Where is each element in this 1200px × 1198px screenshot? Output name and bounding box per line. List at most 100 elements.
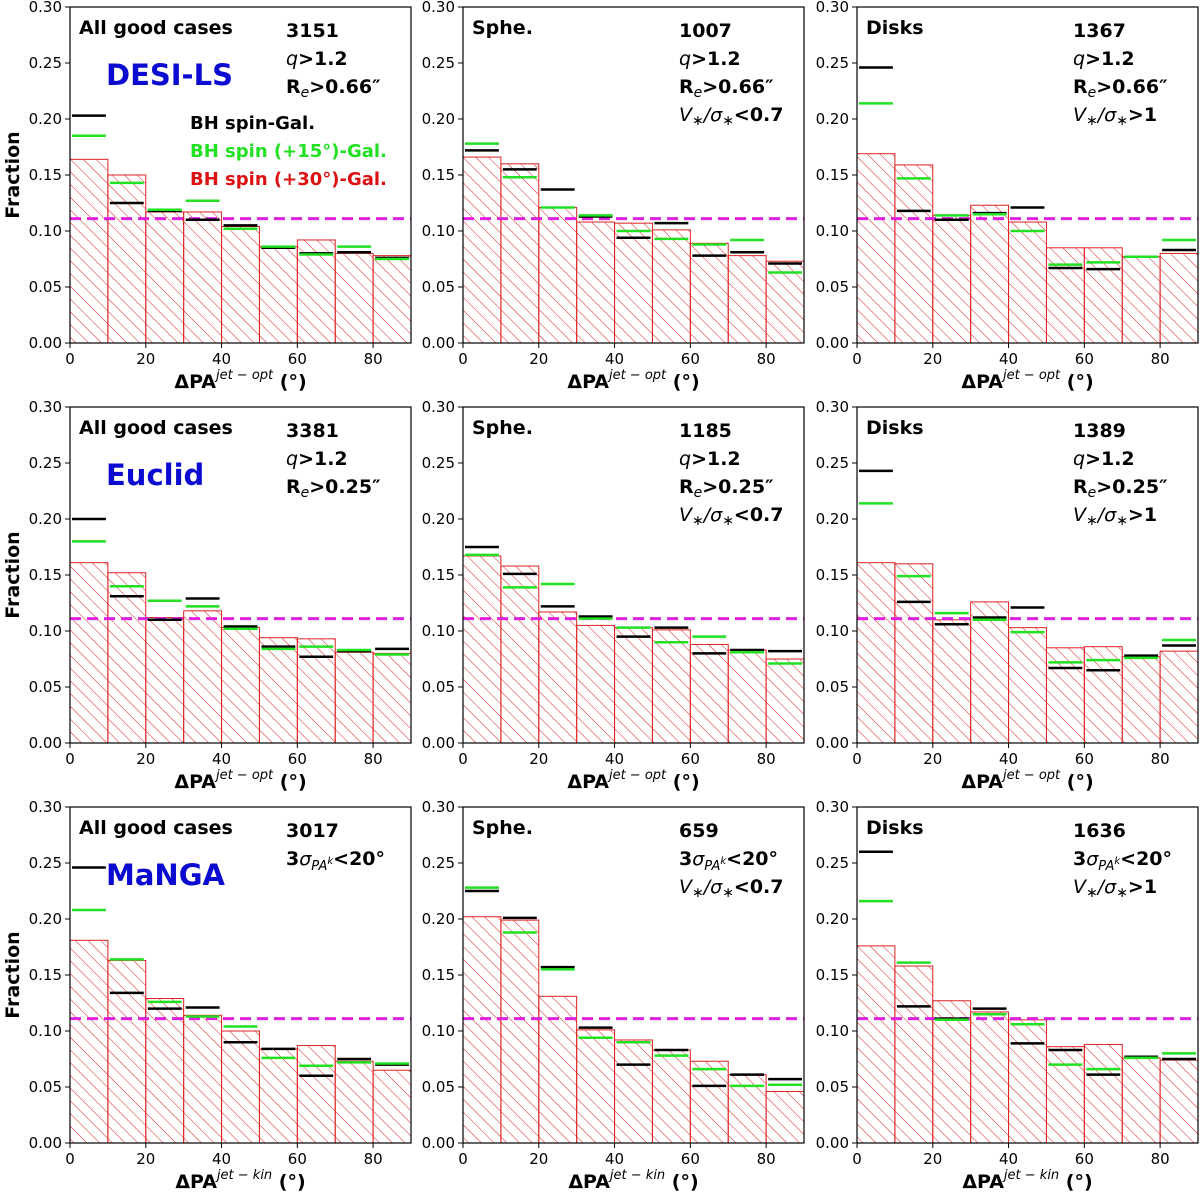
hist-bar-8 [372,652,412,744]
y-tick-label: 0.15 [29,166,62,184]
criterion-1: V∗/σ∗>1 [1073,876,1157,901]
x-tick-label: 80 [1151,1150,1170,1168]
y-tick-label: 0.05 [816,278,849,296]
y-tick-label: 0.05 [422,1078,455,1096]
hist-bar-7 [334,1060,374,1144]
y-tick-label: 0.15 [816,566,849,584]
hist-bar-3 [576,1029,616,1144]
sample-count: 3381 [286,420,339,442]
hist-bar-0 [69,158,109,344]
y-tick-label: 0.00 [422,734,455,752]
y-tick-label: 0.15 [422,166,455,184]
y-tick-label: 0.15 [29,966,62,984]
x-axis-label: ΔPAjet − opt (°) [174,368,306,393]
hist-bar-4 [614,627,653,744]
hist-bar-7 [727,649,767,744]
criterion-0: q>1.2 [679,448,741,470]
hist-bar-6 [689,242,729,344]
y-tick-label: 0.30 [422,398,455,416]
hist-bar-7 [334,252,374,344]
x-tick-label: 0 [65,350,75,368]
x-tick-label: 0 [852,350,862,368]
panel-3: 0.00 0.05 0.10 0.15 0.20 0.25 0.30 0 20 40 60 80 ΔPA… [2,398,412,793]
hist-bar-2 [932,619,972,744]
panel-title: All good cases [79,817,233,839]
survey-name: DESI-LS [106,58,233,92]
y-tick-label: 0.30 [29,798,62,816]
y-tick-label: 0.30 [816,798,849,816]
hist-bar-4 [221,1030,260,1144]
sample-count: 1389 [1073,420,1126,442]
y-tick-label: 0.20 [422,510,455,528]
criterion-1: Re>0.66″ [679,76,774,101]
hist-bar-4 [1008,627,1047,744]
hist-bar-5 [258,246,298,344]
x-tick-label: 20 [923,750,942,768]
x-tick-label: 40 [999,1150,1018,1168]
x-tick-label: 60 [681,750,700,768]
y-tick-label: 0.00 [422,334,455,352]
y-tick-label: 0.25 [816,54,849,72]
x-tick-label: 60 [288,750,307,768]
y-tick-label: 0.30 [29,398,62,416]
criterion-1: Re>0.25″ [286,476,381,501]
x-tick-label: 40 [212,1150,231,1168]
x-tick-label: 0 [65,1150,75,1168]
panel-6: 0.00 0.05 0.10 0.15 0.20 0.25 0.30 0 20 40 60 80 ΔPA… [2,798,412,1193]
y-tick-label: 0.15 [29,566,62,584]
criterion-0: q>1.2 [679,48,741,70]
hist-bar-0 [856,562,896,744]
panel-title: Sphe. [472,17,533,39]
panel-2: 0.00 0.05 0.10 0.15 0.20 0.25 0.30 0 20 40 60 80 ΔPA… [816,0,1199,393]
panel-1: 0.00 0.05 0.10 0.15 0.20 0.25 0.30 0 20 40 60 80 ΔPA… [422,0,805,393]
y-tick-label: 0.25 [29,454,62,472]
y-tick-label: 0.20 [422,910,455,928]
y-tick-label: 0.10 [29,622,62,640]
hist-bar-3 [970,204,1010,344]
hist-bar-0 [856,153,896,344]
criterion-0: 3σPAk<20° [286,848,385,874]
x-axis-label: ΔPAjet − kin (°) [175,1168,305,1193]
hist-bar-1 [107,572,147,744]
y-tick-label: 0.20 [29,110,62,128]
criterion-2: V∗/σ∗<0.7 [679,504,784,529]
y-tick-label: 0.20 [29,910,62,928]
hist-bar-8 [765,260,805,344]
criterion-1: Re>0.66″ [1073,76,1168,101]
y-tick-label: 0.15 [816,966,849,984]
legend-entry-0: BH spin-Gal. [190,113,315,134]
hist-bar-5 [1045,1046,1085,1144]
hist-bar-6 [689,643,729,744]
x-tick-label: 40 [212,350,231,368]
hist-bar-7 [1121,656,1161,744]
x-tick-label: 80 [1151,750,1170,768]
hist-bar-6 [689,1060,729,1144]
y-tick-label: 0.25 [422,54,455,72]
sample-count: 1367 [1073,20,1126,42]
hist-bar-0 [462,916,502,1144]
y-tick-label: 0.05 [816,678,849,696]
hist-bar-4 [221,627,260,744]
panel-title: Disks [866,17,924,39]
hist-bar-2 [145,211,185,344]
y-tick-label: 0.15 [816,166,849,184]
x-tick-label: 40 [605,350,624,368]
hist-bar-6 [296,239,336,344]
y-tick-label: 0.30 [816,398,849,416]
x-tick-label: 80 [364,750,383,768]
x-tick-label: 80 [1151,350,1170,368]
hist-bar-2 [538,611,578,744]
hist-bar-0 [462,555,502,744]
x-tick-label: 0 [458,1150,468,1168]
panel-title: Sphe. [472,417,533,439]
hist-bar-5 [651,229,691,344]
x-tick-label: 60 [681,350,700,368]
hist-bar-3 [970,601,1010,744]
panel-8: 0.00 0.05 0.10 0.15 0.20 0.25 0.30 0 20 40 60 80 ΔPA… [816,798,1199,1193]
y-tick-label: 0.15 [422,566,455,584]
sample-count: 3151 [286,20,339,42]
panel-7: 0.00 0.05 0.10 0.15 0.20 0.25 0.30 0 20 40 60 80 ΔPA… [422,798,805,1193]
criterion-1: Re>0.25″ [1073,476,1168,501]
hist-bar-1 [894,965,934,1144]
hist-bar-4 [614,222,653,344]
